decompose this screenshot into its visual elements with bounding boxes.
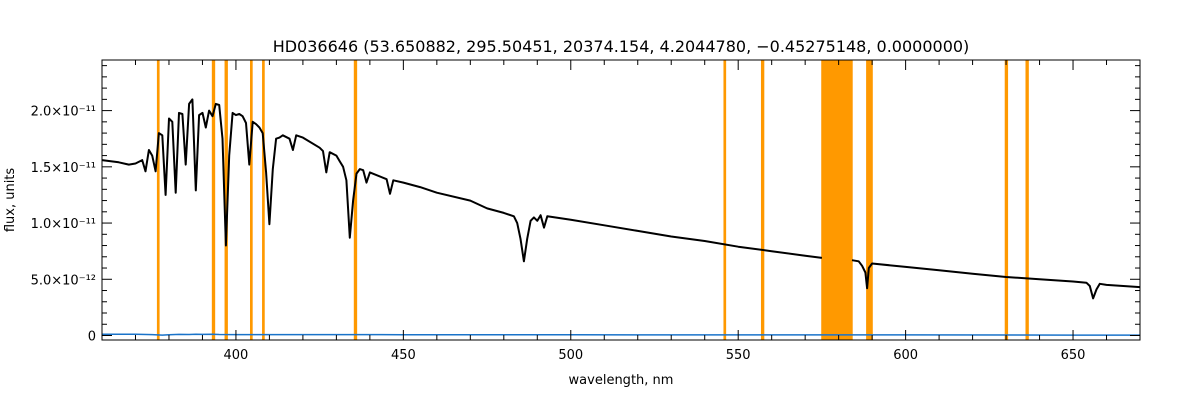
- x-tick-label: 500: [558, 348, 583, 363]
- masked-band-11: [1025, 60, 1029, 340]
- x-tick-label: 400: [224, 348, 249, 363]
- y-tick-label: 1.0×10⁻¹¹: [31, 217, 96, 232]
- masked-band-10: [1004, 60, 1009, 340]
- series-group: [101, 98, 1141, 336]
- ticks-group: [101, 60, 1141, 340]
- x-tick-label: 650: [1061, 348, 1086, 363]
- tick-labels-group: 400 450 500 550 600 650 0 5.0×10⁻¹² 1.0×10⁻¹¹ 1.5…: [31, 105, 1086, 363]
- y-tick-label: 1.5×10⁻¹¹: [31, 161, 96, 176]
- masked-band-6: [723, 60, 727, 340]
- masked-bands: [156, 60, 1029, 340]
- masked-band-1: [211, 60, 216, 340]
- series-1-segment-0: [101, 333, 1140, 336]
- y-axis-title: flux, units: [3, 168, 18, 233]
- series-0-segment-0: [101, 98, 823, 263]
- masked-band-7: [760, 60, 765, 340]
- masked-band-2: [224, 60, 228, 340]
- x-tick-label: 550: [726, 348, 751, 363]
- series-0-segment-1: [851, 259, 1141, 300]
- masked-band-8: [821, 60, 853, 340]
- masked-band-9: [866, 60, 873, 340]
- y-tick-label: 2.0×10⁻¹¹: [31, 105, 96, 120]
- x-tick-label: 450: [391, 348, 416, 363]
- x-tick-label: 600: [893, 348, 918, 363]
- y-tick-label: 5.0×10⁻¹²: [31, 273, 96, 288]
- masked-band-0: [156, 60, 160, 340]
- masked-band-5: [353, 60, 358, 340]
- y-tick-label: 0: [88, 330, 96, 345]
- masked-band-3: [249, 60, 253, 340]
- chart-title: HD036646 (53.650882, 295.50451, 20374.15…: [273, 37, 970, 56]
- x-axis-title: wavelength, nm: [569, 373, 674, 388]
- plot-frame: [101, 59, 1141, 341]
- masked-band-4: [262, 60, 265, 340]
